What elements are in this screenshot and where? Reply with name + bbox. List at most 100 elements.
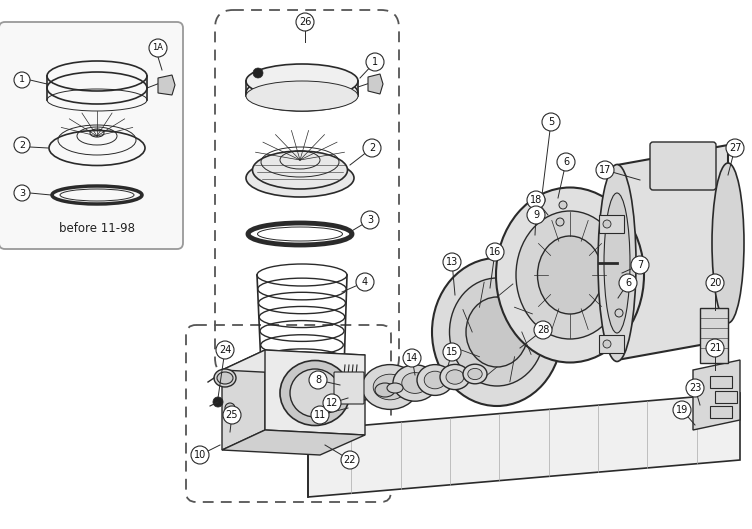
- Circle shape: [486, 243, 504, 261]
- Circle shape: [527, 191, 545, 209]
- Ellipse shape: [290, 369, 340, 417]
- Ellipse shape: [375, 383, 395, 397]
- Text: 3: 3: [367, 215, 373, 225]
- Circle shape: [356, 273, 374, 291]
- FancyBboxPatch shape: [599, 335, 624, 353]
- Text: 3: 3: [19, 188, 25, 197]
- FancyBboxPatch shape: [0, 22, 183, 249]
- Text: 13: 13: [446, 257, 458, 267]
- Ellipse shape: [468, 368, 482, 380]
- Ellipse shape: [246, 75, 358, 111]
- Ellipse shape: [214, 369, 236, 387]
- Ellipse shape: [393, 365, 437, 401]
- FancyBboxPatch shape: [334, 372, 364, 404]
- Text: 16: 16: [489, 247, 501, 257]
- Text: 25: 25: [226, 410, 238, 420]
- Circle shape: [603, 340, 611, 348]
- Text: 23: 23: [689, 383, 701, 393]
- Circle shape: [14, 137, 30, 153]
- Text: 21: 21: [709, 343, 721, 353]
- Ellipse shape: [440, 364, 470, 389]
- Ellipse shape: [432, 258, 562, 406]
- Ellipse shape: [516, 211, 624, 339]
- Polygon shape: [368, 74, 383, 94]
- Text: 14: 14: [406, 353, 418, 363]
- Circle shape: [726, 139, 744, 157]
- Circle shape: [443, 253, 461, 271]
- Circle shape: [225, 403, 235, 413]
- Ellipse shape: [217, 372, 233, 384]
- Circle shape: [341, 451, 359, 469]
- Text: 7: 7: [637, 260, 643, 270]
- Ellipse shape: [712, 163, 744, 323]
- Circle shape: [14, 185, 30, 201]
- Text: 27: 27: [729, 143, 741, 153]
- Ellipse shape: [463, 364, 487, 384]
- Circle shape: [615, 309, 623, 317]
- FancyBboxPatch shape: [700, 308, 728, 363]
- FancyBboxPatch shape: [599, 215, 624, 233]
- Polygon shape: [265, 350, 365, 435]
- Circle shape: [706, 274, 724, 292]
- Circle shape: [309, 371, 327, 389]
- FancyBboxPatch shape: [710, 376, 732, 388]
- Circle shape: [363, 139, 381, 157]
- Polygon shape: [693, 360, 740, 430]
- Circle shape: [223, 406, 241, 424]
- FancyBboxPatch shape: [715, 391, 737, 403]
- Circle shape: [213, 397, 223, 407]
- Circle shape: [556, 218, 564, 226]
- Text: 10: 10: [194, 450, 206, 460]
- Circle shape: [619, 274, 637, 292]
- Polygon shape: [222, 430, 365, 455]
- Text: 1: 1: [372, 57, 378, 67]
- Text: 2: 2: [369, 143, 375, 153]
- Circle shape: [686, 379, 704, 397]
- Text: 4: 4: [362, 277, 368, 287]
- Circle shape: [191, 446, 209, 464]
- Circle shape: [542, 113, 560, 131]
- Text: 1A: 1A: [153, 43, 163, 52]
- Circle shape: [673, 401, 691, 419]
- Text: 1: 1: [19, 76, 25, 85]
- Ellipse shape: [446, 370, 464, 384]
- Circle shape: [596, 161, 614, 179]
- Text: 20: 20: [709, 278, 721, 288]
- Ellipse shape: [373, 374, 407, 400]
- Text: 22: 22: [344, 455, 356, 465]
- Circle shape: [559, 201, 567, 209]
- Circle shape: [311, 406, 329, 424]
- Circle shape: [403, 349, 421, 367]
- Ellipse shape: [402, 372, 428, 394]
- Polygon shape: [222, 350, 265, 450]
- Text: 6: 6: [563, 157, 569, 167]
- FancyBboxPatch shape: [650, 142, 716, 190]
- Circle shape: [603, 220, 611, 228]
- Circle shape: [14, 72, 30, 88]
- Circle shape: [557, 153, 575, 171]
- Text: 28: 28: [537, 325, 549, 335]
- Ellipse shape: [450, 278, 544, 386]
- Polygon shape: [617, 145, 728, 360]
- Ellipse shape: [466, 297, 528, 367]
- Ellipse shape: [496, 187, 644, 362]
- Ellipse shape: [246, 159, 354, 197]
- Ellipse shape: [263, 425, 341, 443]
- Circle shape: [706, 339, 724, 357]
- Ellipse shape: [598, 165, 636, 361]
- Text: 18: 18: [530, 195, 542, 205]
- Circle shape: [366, 53, 384, 71]
- Ellipse shape: [246, 64, 358, 98]
- Polygon shape: [222, 350, 365, 375]
- Ellipse shape: [417, 364, 453, 395]
- Circle shape: [361, 211, 379, 229]
- Text: 17: 17: [599, 165, 611, 175]
- Ellipse shape: [280, 360, 350, 425]
- Text: 11: 11: [314, 410, 326, 420]
- Circle shape: [216, 341, 234, 359]
- Text: 2: 2: [19, 141, 25, 150]
- Text: 6: 6: [625, 278, 631, 288]
- Circle shape: [323, 394, 341, 412]
- Text: 8: 8: [315, 375, 321, 385]
- Text: 19: 19: [676, 405, 688, 415]
